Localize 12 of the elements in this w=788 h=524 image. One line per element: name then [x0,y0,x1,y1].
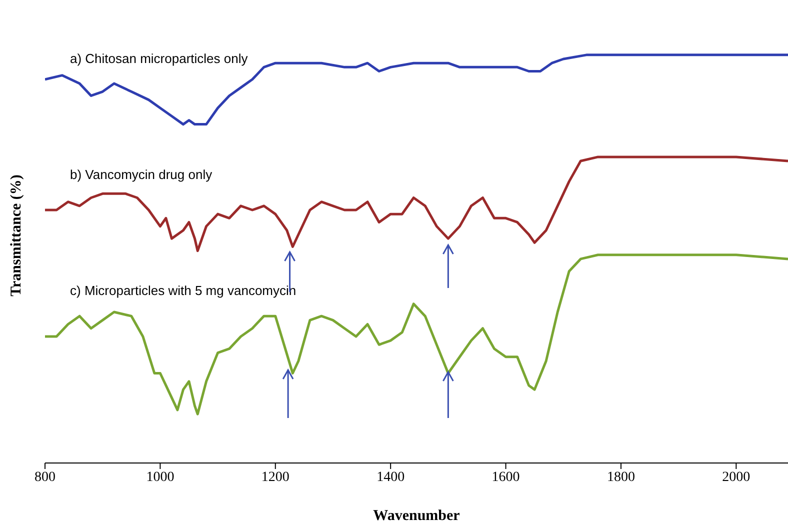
x-tick-label: 1800 [606,470,635,485]
x-tick-label: 1400 [376,470,405,485]
series-label: c) Microparticles with 5 mg vancomycin [70,283,296,298]
x-tick-label: 1600 [492,470,520,485]
series-label: b) Vancomycin drug only [70,167,212,182]
x-tick-label: 1000 [146,470,174,485]
series-label: a) Chitosan microparticles only [70,51,248,66]
x-tick-label: 2000 [722,470,750,485]
x-axis-title: Wavenumber [373,508,460,524]
y-axis-title: Transmittance (%) [8,174,26,296]
x-tick-label: 1200 [261,470,290,485]
x-tick-label: 800 [34,470,56,485]
